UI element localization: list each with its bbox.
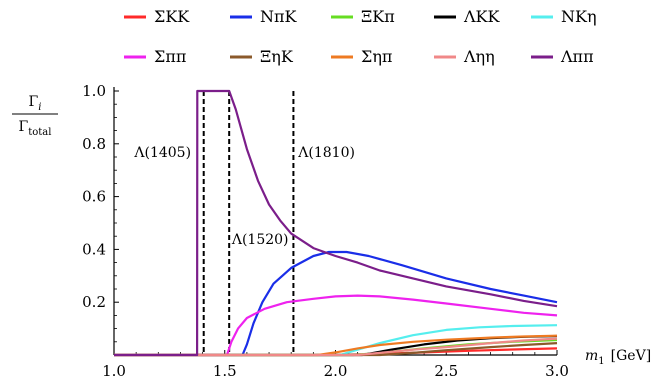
legend-label: NπK — [260, 7, 298, 26]
series-line — [114, 250, 558, 357]
resonance-label: Λ(1405) — [133, 145, 191, 161]
x-tick-label: 3.0 — [545, 362, 569, 380]
y-tick-label: 0.4 — [82, 240, 106, 258]
series-line — [114, 334, 558, 357]
y-tick-label: 0.2 — [82, 293, 106, 311]
x-tick-label: 1.5 — [213, 362, 237, 380]
legend-label: NKη — [561, 7, 597, 26]
legend-label: Ληη — [463, 47, 495, 66]
x-axis-title-unit: [GeV] — [611, 348, 652, 364]
legend-label: ΞηK — [260, 47, 294, 66]
legend-label: ΛKK — [463, 7, 501, 26]
series-line — [114, 294, 558, 357]
x-tick-label: 2.5 — [434, 362, 458, 380]
series-line — [114, 337, 558, 357]
resonance-label: Λ(1520) — [231, 232, 289, 248]
series-line — [114, 324, 558, 357]
y-axis-title-denominator: Γtotal — [19, 119, 52, 138]
legend-label: Σηπ — [361, 47, 392, 66]
svg-text:m1[GeV]: m1 [GeV] — [585, 348, 651, 367]
y-axis-title-numerator: Γi — [29, 94, 42, 113]
series-line — [114, 342, 558, 357]
x-tick-label: 1.0 — [102, 362, 126, 380]
legend-label: ΣKK — [154, 7, 190, 26]
y-axis-title: Γi Γtotal — [12, 94, 58, 138]
y-tick-label: 0.8 — [82, 135, 106, 153]
plot-area: 1.0 1.5 2.0 2.5 3.0 0.2 0.4 0.6 0.8 1.0 Λ(1405) Λ(… — [82, 82, 569, 380]
x-tick-label: 2.0 — [324, 362, 348, 380]
legend-label: Λππ — [560, 47, 594, 66]
series-line — [114, 89, 558, 357]
x-axis-title-var: m — [585, 348, 598, 364]
legend-label: ΞKπ — [361, 7, 395, 26]
legend: ΣKK NπK ΞKπ ΛKK NKη Σππ ΞηK Σηπ Ληη Λππ — [124, 7, 597, 66]
x-axis-title: m1 [GeV] — [585, 348, 651, 367]
x-axis-title-sub: 1 — [598, 356, 604, 367]
resonance-label: Λ(1810) — [297, 145, 355, 161]
legend-label: Σππ — [154, 47, 186, 66]
y-tick-label: 1.0 — [82, 82, 106, 100]
y-tick-label: 0.6 — [82, 188, 106, 206]
